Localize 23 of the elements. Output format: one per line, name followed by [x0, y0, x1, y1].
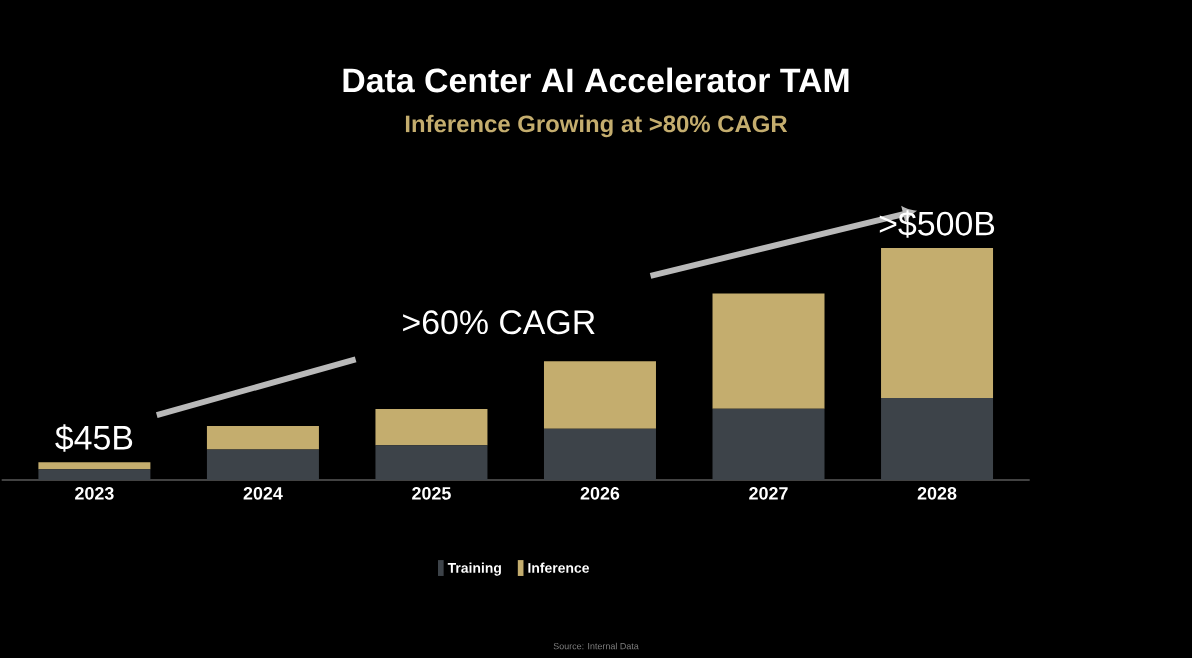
- annotation: >60% CAGR: [403, 310, 595, 335]
- bar: [543, 428, 656, 480]
- x-tick-label: 2027: [749, 487, 788, 500]
- x-tick-label: 2026: [580, 487, 620, 500]
- bar: [38, 469, 151, 480]
- annotation: >$500B: [879, 210, 995, 238]
- chart-title: Data Center AI Accelerator TAM: [343, 67, 849, 93]
- x-tick-label: 2025: [412, 487, 451, 500]
- x-tick-label: 2024: [243, 487, 283, 500]
- x-tick-label: 2028: [917, 487, 957, 500]
- x-tick-label: 2023: [75, 487, 114, 500]
- bar: [712, 293, 825, 409]
- chart-subtitle: Inference Growing at >80% CAGR: [405, 114, 788, 138]
- bar: [375, 409, 488, 446]
- bar: [881, 398, 994, 480]
- bar: [543, 361, 656, 429]
- annotation: $45B: [55, 424, 133, 452]
- bar: [712, 408, 825, 480]
- bar: [206, 449, 319, 480]
- bar: [38, 462, 151, 470]
- bar: [375, 445, 488, 480]
- bar: [206, 425, 319, 450]
- bar: [881, 248, 994, 399]
